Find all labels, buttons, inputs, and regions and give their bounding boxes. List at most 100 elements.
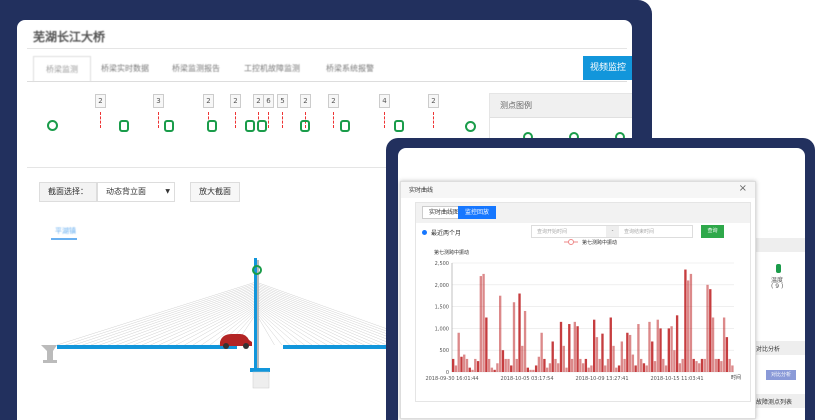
direction-arrow-icon [51, 238, 77, 240]
strain-sensor-icon[interactable] [207, 120, 217, 132]
bar [540, 332, 543, 372]
bar [573, 321, 576, 372]
video-monitor-button[interactable]: 视频监控 [583, 56, 632, 80]
sensor-count-badge[interactable]: 2 [328, 94, 339, 108]
bar [587, 367, 590, 372]
sensor-divider [433, 112, 434, 128]
x-tick-label: 2018-10-15 11:03:41 [650, 376, 703, 382]
bar [568, 324, 571, 372]
bar [465, 358, 469, 372]
tab-bridge-monitor[interactable]: 桥梁监测 [33, 56, 91, 82]
x-axis-title: 时间 [731, 374, 741, 381]
bar [562, 345, 565, 372]
compare-title: 对比分析 [753, 341, 805, 355]
radio-recent-label: 最近两个月 [431, 230, 462, 237]
bar [623, 358, 626, 372]
bar [689, 273, 693, 372]
bar [523, 310, 527, 372]
strain-sensor-icon[interactable] [340, 120, 350, 132]
bar [628, 334, 632, 372]
bar [584, 358, 588, 372]
bar [609, 317, 612, 372]
strain-sensor-icon[interactable] [164, 120, 174, 132]
bar [725, 337, 729, 372]
strain-sensor-icon[interactable] [119, 120, 129, 132]
sensor-count-badge[interactable]: 4 [379, 94, 390, 108]
legend-label: 第七测跨中振动 [582, 239, 617, 246]
strain-sensor-icon[interactable] [300, 120, 310, 132]
panel-header [753, 238, 805, 252]
bar [468, 367, 471, 372]
bar [565, 367, 568, 372]
sensor-count-badge[interactable]: 2 [230, 94, 241, 108]
bar [579, 358, 582, 372]
tab-realtime-curve[interactable]: 实时曲线图 [422, 206, 467, 219]
sensor-count-badge[interactable]: 2 [300, 94, 311, 108]
strain-sensor-icon[interactable] [394, 120, 404, 132]
date-range: 查询开始时间 - 查询结束时间 [531, 225, 693, 238]
legend-panel: 测点图例 [489, 93, 632, 213]
sensor-count-badge[interactable]: 2 [95, 94, 106, 108]
tab-alarm[interactable]: 桥梁系统报警 [326, 64, 374, 73]
bar [518, 293, 521, 372]
sensor-count-badge[interactable]: 5 [277, 94, 288, 108]
bar [656, 319, 659, 372]
section-label: 截面选择： [39, 182, 97, 202]
sensor-count-badge[interactable]: 2 [203, 94, 214, 108]
fault-list-title: 故障测点列表 [753, 394, 805, 408]
bar [659, 328, 662, 372]
strain-sensor-icon[interactable] [245, 120, 255, 132]
bar [476, 361, 480, 372]
sensor-count-badge[interactable]: 6 [263, 94, 274, 108]
tab-realtime-data[interactable]: 桥梁实时数据 [101, 64, 149, 73]
sensor-count-badge[interactable]: 2 [428, 94, 439, 108]
disabled-sensor-icon[interactable] [465, 121, 476, 132]
query-button[interactable]: 查询 [701, 225, 724, 238]
sensor-divider [235, 112, 236, 128]
tab-ipc-fault[interactable]: 工控机故障监测 [244, 64, 300, 73]
divider [27, 167, 487, 168]
sensor-divider [333, 112, 334, 128]
bridge-diagram [41, 258, 433, 389]
close-icon[interactable]: × [738, 183, 747, 194]
y-tick-label: 500 [439, 348, 449, 354]
tab-playback[interactable]: 监控回放 [458, 206, 497, 219]
bar [532, 369, 535, 372]
thermometer-icon[interactable] [47, 120, 58, 131]
end-date-input[interactable]: 查询结束时间 [624, 229, 655, 235]
bar [709, 289, 712, 372]
bar [615, 367, 618, 372]
tab-report[interactable]: 桥梁监测报告 [172, 64, 220, 73]
bar [474, 358, 477, 372]
compare-button[interactable]: 对比分析 [766, 370, 796, 380]
bar [717, 358, 720, 372]
bar [601, 333, 604, 372]
bar [687, 280, 690, 372]
legend-marker [568, 239, 574, 245]
bar [700, 358, 704, 372]
bar [662, 358, 665, 372]
sensor-count-badge[interactable]: 3 [153, 94, 164, 108]
bar [598, 358, 601, 372]
bar [692, 358, 695, 372]
y-tick-label: 1,000 [435, 326, 449, 332]
bar [452, 358, 455, 372]
bar [460, 356, 463, 372]
radio-recent[interactable] [422, 230, 427, 235]
bar [554, 358, 557, 372]
sensor-divider [282, 112, 283, 128]
car-icon [220, 334, 252, 349]
bar [667, 328, 670, 372]
zoom-section-button[interactable]: 放大截面 [190, 182, 240, 202]
bar [728, 358, 731, 372]
bar [529, 369, 532, 372]
bar [722, 317, 726, 372]
y-tick-label: 2,000 [435, 283, 449, 289]
section-select[interactable]: 动态背立面 ▼ [97, 182, 175, 202]
bar [471, 369, 474, 372]
strain-sensor-icon[interactable] [257, 120, 267, 132]
bar [651, 341, 654, 372]
sensor-divider [384, 112, 385, 128]
start-date-input[interactable]: 查询开始时间 [537, 229, 568, 235]
bar [634, 365, 637, 372]
